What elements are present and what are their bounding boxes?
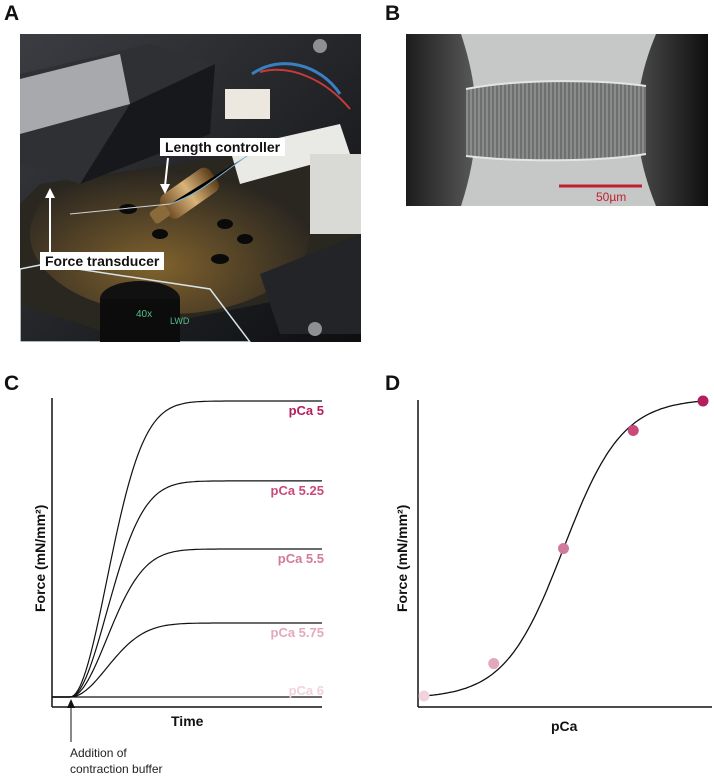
apparatus-photo: 40x LWD Length controller Force transduc… [20, 34, 361, 342]
lens-type-text: LWD [170, 316, 190, 326]
data-point-3 [627, 425, 639, 436]
series-line-pCa-5_5 [52, 548, 322, 698]
callout-arrows [45, 157, 170, 252]
panel-label-a: A [4, 2, 20, 25]
series-label-4: pCa 6 [289, 683, 324, 698]
panel-label-b: B [385, 2, 401, 25]
data-point-0 [418, 690, 430, 702]
panel-label-d: D [385, 372, 401, 395]
series-label-0: pCa 5 [289, 403, 324, 418]
length-controller-callout: Length controller [160, 138, 286, 156]
chart-d-xlabel: pCa [551, 718, 578, 734]
buffer-annotation-line2: contraction buffer [70, 762, 163, 776]
chart-d-fit-curve [423, 400, 704, 697]
chart-c-xlabel: Time [171, 713, 204, 729]
series-line-pCa-5 [52, 400, 322, 698]
apparatus-illustration: 40x LWD [20, 34, 361, 342]
series-line-pCa-5_25 [52, 480, 322, 698]
data-point-1 [488, 658, 500, 670]
series-label-2: pCa 5.5 [278, 551, 324, 566]
micrograph-illustration [406, 34, 708, 206]
scale-bar-label: 50µm [596, 190, 627, 204]
buffer-arrow-head [67, 699, 75, 708]
chart-c-ylabel: Force (mN/mm²) [32, 504, 48, 612]
data-point-4 [697, 395, 709, 407]
lens-magnification-text: 40x [136, 309, 152, 320]
data-point-2 [558, 543, 569, 554]
chart-d-ylabel: Force (mN/mm²) [394, 504, 410, 612]
series-label-3: pCa 5.75 [271, 625, 324, 640]
panel-label-c: C [4, 372, 20, 395]
myofibril-micrograph: 50µm [406, 34, 708, 206]
force-transducer-callout: Force transducer [40, 252, 165, 270]
buffer-annotation-line1: Addition of [70, 746, 127, 760]
series-label-1: pCa 5.25 [271, 483, 324, 498]
series-line-pCa-5_75 [52, 622, 322, 698]
